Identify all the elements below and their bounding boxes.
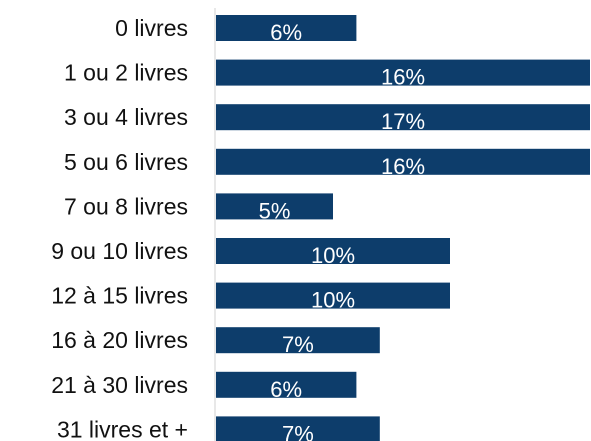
bar bbox=[216, 238, 450, 264]
data-label: 7% bbox=[282, 421, 314, 441]
bar bbox=[216, 416, 380, 441]
category-label: 0 livres bbox=[115, 15, 188, 41]
bar bbox=[216, 15, 357, 41]
category-label: 7 ou 8 livres bbox=[64, 193, 188, 219]
bar bbox=[216, 104, 590, 131]
data-label: 6% bbox=[270, 377, 302, 402]
data-label: 16% bbox=[381, 154, 425, 179]
bar bbox=[216, 371, 357, 398]
category-label: 12 à 15 livres bbox=[51, 283, 188, 309]
data-label: 5% bbox=[259, 198, 291, 223]
category-label: 31 livres et + bbox=[57, 416, 188, 441]
category-label: 16 à 20 livres bbox=[51, 327, 188, 353]
category-label: 5 ou 6 livres bbox=[64, 149, 188, 175]
bar bbox=[216, 59, 590, 86]
data-label: 10% bbox=[311, 288, 355, 313]
data-label: 7% bbox=[282, 332, 314, 357]
bar bbox=[216, 327, 380, 354]
bar bbox=[216, 193, 333, 220]
data-label: 6% bbox=[270, 20, 302, 45]
category-label: 1 ou 2 livres bbox=[64, 60, 188, 86]
bar bbox=[216, 148, 590, 175]
data-label: 17% bbox=[381, 109, 425, 134]
category-label: 3 ou 4 livres bbox=[64, 104, 188, 130]
data-label: 10% bbox=[311, 243, 355, 268]
category-label: 9 ou 10 livres bbox=[51, 238, 188, 264]
category-label: 21 à 30 livres bbox=[51, 372, 188, 398]
data-label: 16% bbox=[381, 65, 425, 90]
bar bbox=[216, 282, 450, 309]
